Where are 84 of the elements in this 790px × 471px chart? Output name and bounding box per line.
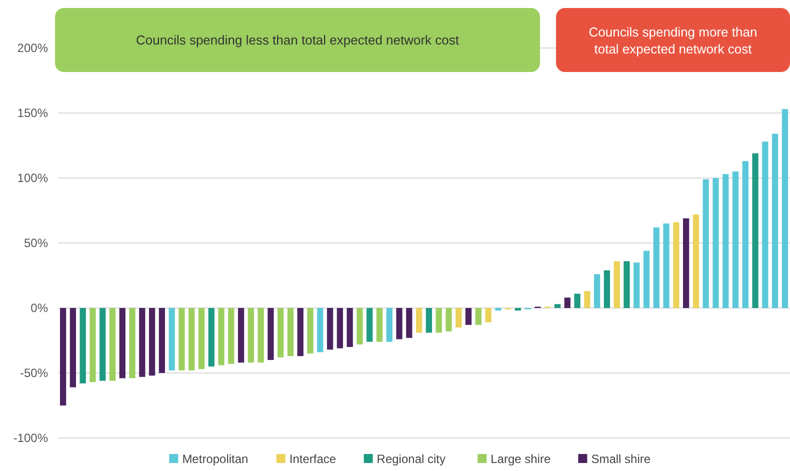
bar bbox=[139, 308, 146, 377]
bar bbox=[624, 261, 630, 308]
bar bbox=[326, 308, 334, 350]
bar bbox=[287, 308, 294, 356]
bar bbox=[495, 308, 502, 311]
bar bbox=[70, 308, 76, 388]
bar bbox=[80, 308, 86, 384]
bar bbox=[465, 308, 472, 325]
legend-label: Regional city bbox=[376, 452, 446, 466]
bar bbox=[653, 227, 660, 308]
y-tick-label: 0% bbox=[30, 301, 48, 316]
text: Councils spending less than total expected network cost bbox=[136, 32, 460, 48]
bar bbox=[317, 308, 324, 352]
bar bbox=[574, 294, 580, 308]
bar bbox=[634, 262, 640, 308]
bar bbox=[614, 261, 620, 308]
bar bbox=[683, 218, 690, 308]
y-tick-label: 50% bbox=[24, 236, 48, 250]
bar bbox=[712, 178, 719, 308]
bar bbox=[594, 274, 600, 308]
legend-label: Large shire bbox=[490, 452, 551, 466]
legend-label: Small shire bbox=[591, 452, 651, 466]
legend-label: Interface bbox=[289, 452, 336, 466]
y-tick-label: 100% bbox=[17, 171, 48, 186]
bar bbox=[198, 308, 205, 370]
bar bbox=[692, 214, 700, 308]
bar bbox=[752, 153, 758, 308]
bar bbox=[376, 308, 383, 342]
bar bbox=[436, 308, 442, 333]
bar bbox=[158, 308, 165, 373]
bar bbox=[742, 161, 748, 308]
bar bbox=[188, 308, 195, 370]
annotation: Councils spending more than total expected network cost bbox=[588, 24, 758, 57]
y-tick-label: -100% bbox=[13, 431, 48, 446]
bar bbox=[307, 308, 314, 354]
bar bbox=[564, 298, 570, 308]
bar bbox=[396, 308, 402, 340]
bar bbox=[722, 174, 729, 308]
bar bbox=[643, 250, 650, 308]
bar bbox=[554, 304, 561, 308]
bar bbox=[100, 308, 106, 381]
bar bbox=[60, 308, 66, 406]
bar bbox=[663, 224, 670, 308]
bar bbox=[732, 172, 739, 308]
bar bbox=[702, 179, 709, 308]
bar bbox=[148, 308, 156, 376]
y-tick-label: 200% bbox=[17, 41, 48, 56]
bar bbox=[268, 308, 274, 360]
bar bbox=[604, 270, 610, 308]
bar bbox=[129, 308, 136, 378]
legend-label: Metropolitan bbox=[182, 452, 248, 466]
bar bbox=[456, 308, 462, 328]
bar bbox=[584, 291, 590, 308]
bar bbox=[386, 308, 392, 342]
bar bbox=[168, 308, 175, 370]
bar bbox=[762, 142, 768, 308]
bar bbox=[90, 308, 96, 382]
bar bbox=[366, 308, 373, 342]
bar bbox=[446, 308, 452, 332]
bar bbox=[485, 308, 492, 322]
bar bbox=[218, 308, 224, 366]
bar bbox=[782, 109, 788, 308]
bar bbox=[178, 308, 185, 370]
bar bbox=[426, 308, 432, 333]
y-tick-label: -50% bbox=[20, 366, 48, 380]
bar bbox=[673, 222, 680, 308]
bar bbox=[228, 308, 234, 364]
bar bbox=[336, 308, 344, 348]
bar bbox=[475, 308, 482, 325]
y-tick-label: 150% bbox=[17, 106, 48, 120]
bar bbox=[248, 308, 254, 363]
bar bbox=[406, 308, 412, 338]
bar bbox=[356, 308, 363, 344]
bar bbox=[109, 308, 116, 381]
bar bbox=[258, 308, 264, 363]
bar bbox=[514, 308, 522, 311]
bar bbox=[416, 308, 422, 333]
bar bbox=[278, 308, 284, 358]
bar bbox=[297, 308, 304, 356]
bar bbox=[346, 308, 353, 347]
bar bbox=[772, 134, 778, 308]
bar bbox=[238, 308, 244, 363]
bar bbox=[208, 308, 214, 366]
bar bbox=[119, 308, 126, 378]
